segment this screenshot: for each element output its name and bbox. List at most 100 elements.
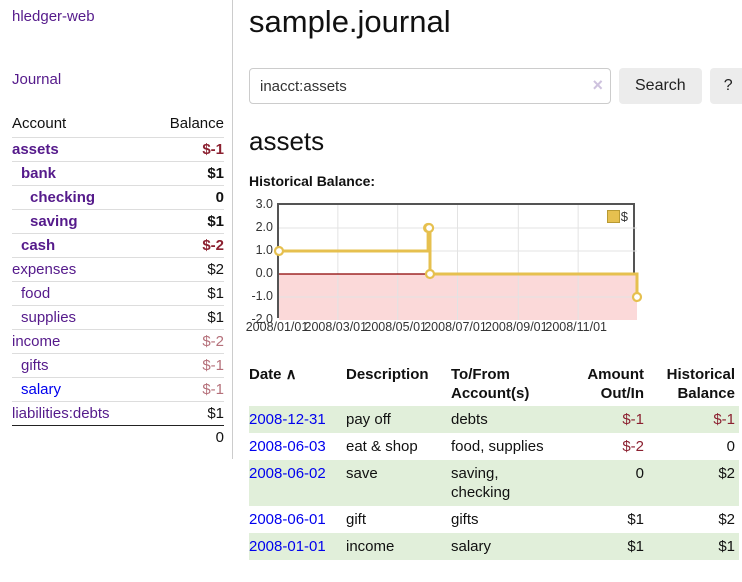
y-tick-label: -2.0 [251, 312, 273, 326]
transaction-accounts-cell: food, supplies [451, 438, 544, 455]
search-input-wrapper: × [249, 68, 611, 104]
transaction-balance-cell: $1 [718, 538, 735, 555]
transaction-balance-cell: $2 [718, 465, 735, 482]
chart-title: Historical Balance: [249, 173, 376, 189]
account-balance: $2 [207, 261, 224, 278]
legend-swatch-icon [606, 210, 620, 223]
transaction-accounts-cell: saving, checking [451, 465, 511, 501]
transaction-balance-cell: $-1 [713, 411, 735, 428]
account-link[interactable]: saving [30, 213, 78, 230]
account-tree-header: Account Balance [12, 112, 224, 137]
account-heading: assets [249, 126, 325, 156]
transaction-amount-cell: $-1 [622, 411, 644, 428]
x-tick-label: 2008/05/01 [364, 320, 427, 334]
transaction-amount-cell: $1 [627, 511, 644, 528]
sidebar: hledger-web Journal Account Balance asse… [0, 0, 233, 459]
search-input[interactable] [249, 68, 611, 104]
transaction-date-cell: 2008-06-01 [249, 506, 346, 533]
total-balance: 0 [215, 429, 224, 446]
y-tick-label: 1.0 [255, 243, 273, 257]
account-link[interactable]: checking [30, 189, 96, 206]
column-header-historical-balance: Historical Balance [666, 366, 735, 402]
transaction-date-link[interactable]: 2008-06-01 [249, 511, 326, 528]
transaction-date-cell: 2008-06-03 [249, 433, 346, 460]
column-header-amount-out-in: Amount Out/In [587, 366, 644, 402]
sidebar-item-journal[interactable]: Journal [12, 71, 62, 88]
transaction-accounts-cell: debts [451, 411, 488, 428]
account-row: liabilities:debts $1 [12, 401, 224, 425]
account-balance: $-1 [202, 357, 224, 374]
balance-column-label: Balance [169, 115, 224, 132]
y-tick-label: 2.0 [255, 220, 273, 234]
account-row: assets $-1 [12, 137, 224, 161]
account-column-label: Account [12, 115, 67, 132]
account-balance: $-1 [202, 141, 224, 158]
account-balance: $1 [207, 309, 224, 326]
x-tick-label: 2008/03/01 [304, 320, 368, 334]
y-tick-label: 3.0 [255, 197, 273, 211]
transaction-amount-cell: $1 [627, 538, 644, 555]
account-row: income $-2 [12, 329, 224, 353]
transaction-description-cell: pay off [346, 411, 391, 428]
account-link[interactable]: assets [12, 141, 59, 158]
x-tick-label: 2008/07/01 [424, 320, 487, 334]
clear-search-icon[interactable]: × [592, 75, 603, 95]
transaction-balance-cell: $2 [718, 511, 735, 528]
transaction-description-cell: eat & shop [346, 438, 418, 455]
account-balance: $-1 [202, 381, 224, 398]
transaction-date-link[interactable]: 2008-12-31 [249, 411, 326, 428]
chart-canvas [273, 205, 643, 320]
chart-y-axis: 3.0 2.0 1.0 0.0 -1.0 -2.0 [249, 197, 273, 326]
help-button[interactable]: ? [709, 68, 742, 104]
register-table: Date ∧ Description To/From Account(s) Amoun… [249, 362, 739, 560]
transaction-amount-cell: $-2 [622, 438, 644, 455]
transaction-amount-cell: 0 [635, 465, 644, 482]
x-tick-label: 2008/11/01 [545, 320, 608, 334]
account-link[interactable]: liabilities:debts [12, 405, 110, 422]
account-link[interactable]: bank [21, 165, 57, 182]
transaction-date-cell: 2008-01-01 [249, 533, 346, 560]
y-tick-label: -1.0 [251, 289, 273, 303]
account-link[interactable]: food [21, 285, 51, 302]
column-header-to-from-account-s: To/From Account(s) [451, 366, 530, 402]
brand-link[interactable]: hledger-web [12, 8, 95, 25]
account-row: checking 0 [12, 185, 224, 209]
x-tick-label: 2008/09/01 [485, 320, 548, 334]
table-row: 2008-06-01 gift gifts $1 $2 [249, 506, 739, 533]
column-header-date[interactable]: Date ∧ [249, 366, 297, 383]
transaction-description-cell: income [346, 538, 395, 555]
account-balance: $1 [207, 213, 224, 230]
x-tick-label: 2008/01/01 [245, 320, 309, 334]
transaction-date-link[interactable]: 2008-01-01 [249, 538, 326, 555]
account-tree-total-row: 0 [12, 425, 224, 449]
account-link[interactable]: salary [21, 381, 62, 398]
transaction-date-link[interactable]: 2008-06-03 [249, 438, 326, 455]
chart-plot-area: $ [273, 203, 643, 320]
account-row: saving $1 [12, 209, 224, 233]
y-tick-label: 0.0 [255, 266, 273, 280]
transaction-date-cell: 2008-06-02 [249, 460, 346, 506]
account-row: expenses $2 [12, 257, 224, 281]
transaction-accounts-cell: salary [451, 538, 492, 555]
account-link[interactable]: expenses [12, 261, 77, 278]
transaction-date-cell: 2008-12-31 [249, 406, 346, 433]
account-row: supplies $1 [12, 305, 224, 329]
transaction-date-link[interactable]: 2008-06-02 [249, 465, 326, 482]
transaction-description-cell: gift [346, 511, 367, 528]
account-row: cash $-2 [12, 233, 224, 257]
search-button[interactable]: Search [619, 68, 702, 104]
balance-chart: 3.0 2.0 1.0 0.0 -1.0 -2.0 $ 2008/01/01 2008/03… [246, 197, 742, 340]
account-link[interactable]: income [12, 333, 61, 350]
account-link[interactable]: gifts [21, 357, 49, 374]
account-balance: $1 [207, 405, 224, 422]
register-table-body: 2008-12-31 pay off debts $-1 $-1 2008-06-03 ea… [249, 406, 739, 560]
account-rows: assets $-1 bank $1 checking 0 saving $1 cash $-2 e… [12, 137, 224, 425]
sort-ascending-icon: ∧ [281, 366, 297, 383]
chart-x-axis: 2008/01/01 2008/03/01 2008/05/01 2008/07/01… [246, 320, 742, 340]
account-link[interactable]: cash [21, 237, 56, 254]
account-row: gifts $-1 [12, 353, 224, 377]
transaction-accounts-cell: gifts [451, 511, 479, 528]
account-balance: 0 [215, 189, 224, 206]
account-link[interactable]: supplies [21, 309, 77, 326]
